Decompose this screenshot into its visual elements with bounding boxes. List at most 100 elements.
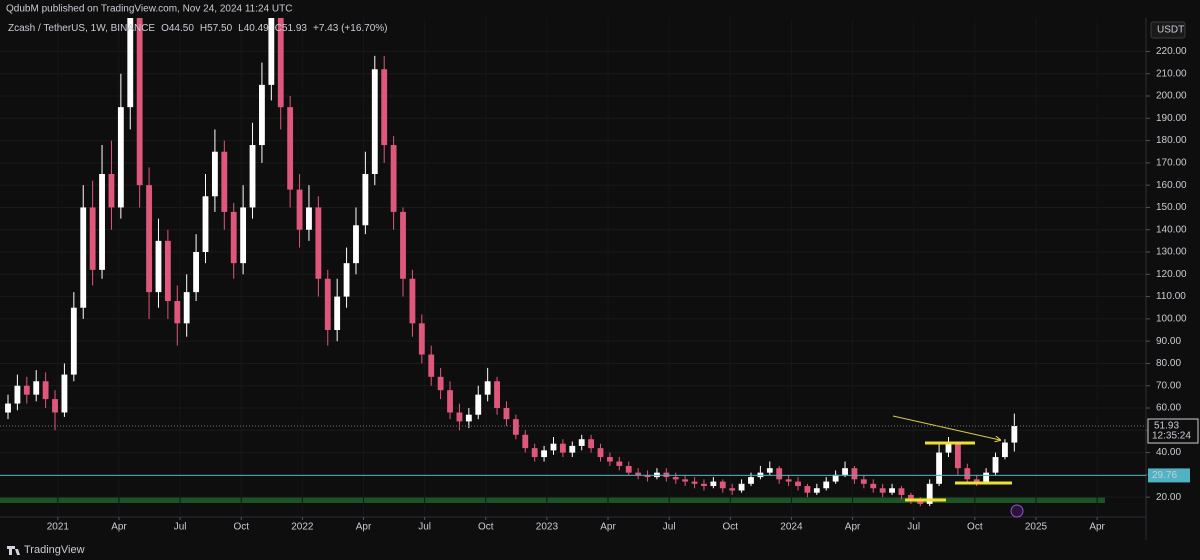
y-tick-label: 210.00	[1156, 68, 1187, 79]
countdown: 12:35:24	[1152, 431, 1191, 442]
x-tick-label: Oct	[233, 522, 249, 533]
y-tick-label: 40.00	[1156, 447, 1181, 458]
candle-body	[992, 457, 999, 473]
candle-body	[108, 174, 115, 208]
candle-body	[616, 461, 623, 466]
candle-body	[287, 107, 294, 190]
candle-body	[1011, 426, 1018, 443]
candle-body	[1002, 442, 1008, 458]
price-line-label: 29.76	[1152, 470, 1177, 481]
x-tick-label: 2021	[47, 522, 70, 533]
candle-body	[635, 472, 642, 475]
y-tick-label: 70.00	[1156, 380, 1181, 391]
candle-body	[381, 69, 388, 146]
candle-body	[456, 412, 463, 422]
candle-body	[597, 448, 604, 458]
logo: TradingView	[24, 544, 85, 556]
candle-body	[164, 240, 171, 302]
candle-body	[202, 196, 209, 253]
candle-body	[672, 477, 679, 480]
candle-body	[748, 477, 754, 484]
candle-body	[14, 385, 21, 404]
candle-body	[5, 403, 11, 413]
candle-body	[409, 278, 416, 324]
candle-body	[193, 252, 200, 293]
candle-body	[183, 292, 190, 324]
candle-body	[249, 145, 256, 208]
candle-body	[757, 472, 764, 478]
candle-body	[842, 468, 848, 475]
candle-body	[945, 443, 952, 453]
candle-body	[973, 479, 980, 482]
y-tick-label: 170.00	[1156, 158, 1187, 169]
candle-body	[174, 301, 181, 324]
candle-body	[738, 483, 745, 491]
legend-value: L40.49	[238, 23, 269, 34]
candle-body	[52, 399, 58, 413]
symbol: Zcash / TetherUS, 1W, BINANCE	[8, 23, 155, 34]
footer	[0, 540, 1200, 560]
candle-body	[701, 483, 707, 487]
candle-body	[879, 488, 886, 493]
candle-body	[898, 488, 905, 495]
y-tick-label: 180.00	[1156, 135, 1187, 146]
candle-body	[334, 296, 341, 331]
currency: USDT	[1157, 25, 1184, 36]
candle-body	[550, 443, 557, 451]
event-icon	[1010, 504, 1024, 518]
candle-body	[804, 486, 811, 493]
x-tick-label: Oct	[478, 522, 494, 533]
candle-body	[80, 207, 87, 308]
candle-body	[710, 481, 717, 487]
candle-body	[823, 481, 830, 489]
x-tick-label: Jul	[907, 522, 920, 533]
candle-body	[268, 18, 275, 85]
candle-body	[851, 468, 858, 480]
legend: Zcash / TetherUS, 1W, BINANCE O44.50 H57.5…	[8, 23, 388, 34]
x-tick-label: Apr	[600, 522, 616, 533]
candle-body	[277, 18, 284, 108]
y-tick-label: 130.00	[1156, 247, 1187, 258]
y-tick-label: 190.00	[1156, 113, 1187, 124]
candle-body	[559, 443, 566, 453]
y-tick-label: 120.00	[1156, 269, 1187, 280]
candle-body	[33, 381, 40, 395]
x-tick-label: Oct	[723, 522, 739, 533]
y-tick-label: 100.00	[1156, 314, 1187, 325]
candle-body	[795, 481, 801, 487]
candle-body	[230, 211, 237, 264]
candle-body	[117, 107, 124, 208]
x-tick-label: 2022	[291, 522, 314, 533]
price-axis	[1146, 18, 1200, 540]
candle-body	[917, 499, 924, 504]
candle-body	[353, 225, 359, 264]
candle-body	[465, 414, 472, 422]
candle-body	[99, 174, 105, 270]
y-tick-label: 110.00	[1156, 291, 1186, 302]
x-tick-label: Jul	[174, 522, 187, 533]
candle-body	[155, 240, 162, 293]
last-price-box	[1147, 418, 1199, 444]
y-tick-label: 80.00	[1156, 358, 1181, 369]
y-tick-label: 60.00	[1156, 403, 1181, 414]
candle-body	[644, 474, 651, 478]
candle-body	[447, 390, 453, 413]
candle-body	[776, 468, 783, 480]
x-tick-label: Jul	[663, 522, 676, 533]
x-tick-label: 2023	[536, 522, 559, 533]
candle-body	[390, 145, 397, 212]
candle-body	[832, 474, 839, 482]
candle-body	[343, 263, 350, 297]
plot-area	[0, 18, 1146, 507]
x-tick-label: 2024	[780, 522, 803, 533]
candle-body	[371, 69, 378, 175]
candle-body	[136, 18, 143, 186]
candle-body	[437, 376, 444, 391]
candle-body	[729, 488, 736, 491]
candle-body	[400, 211, 406, 279]
candle-body	[503, 408, 510, 420]
candle-body	[89, 207, 96, 270]
candle-body	[23, 385, 30, 395]
